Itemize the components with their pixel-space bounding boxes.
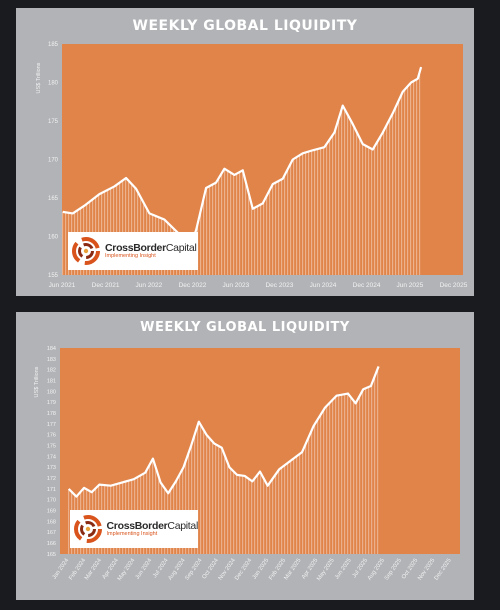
- logo-name-bold: CrossBorder: [106, 519, 168, 532]
- y-tick-label: 180: [47, 389, 56, 395]
- x-tick-label: Jun 2025: [334, 558, 353, 581]
- liquidity-chart-bottom: 165 166 167 168 169 170 171 172 173 174 175 176 177 1…: [34, 346, 460, 582]
- y-tick-label: 165: [48, 196, 59, 202]
- y-tick-label: 184: [47, 346, 56, 352]
- y-tick-label: 179: [47, 400, 56, 406]
- x-tick-label: Jun 2021: [49, 282, 76, 289]
- y-tick-label: 173: [47, 465, 56, 471]
- x-tick-label: Jun 2025: [397, 282, 424, 289]
- liquidity-series-line: [67, 366, 380, 498]
- x-tick-label: Sep 2025: [384, 558, 403, 582]
- x-tick-label: Dec 2021: [92, 282, 120, 289]
- y-axis-title: US$ Trillions: [34, 366, 40, 397]
- y-tick-label: 177: [47, 422, 56, 428]
- y-tick-label: 178: [47, 411, 56, 417]
- x-tick-label: Dec 2022: [179, 282, 207, 289]
- logo-name-thin: Capital: [167, 519, 198, 532]
- x-tick-label: Dec 2023: [265, 282, 293, 289]
- crossborder-logo-bottom: CrossBorderCapital Implementing Insight: [70, 510, 198, 548]
- y-tick-label: 160: [48, 235, 59, 241]
- y-tick-label: 185: [48, 42, 59, 48]
- chart-title-top: WEEKLY GLOBAL LIQUIDITY: [132, 18, 358, 34]
- chart-panel-top: WEEKLY GLOBAL LIQUIDITY 155 160 165 170 175 1…: [16, 8, 474, 296]
- x-tick-label: Jun 2024: [135, 557, 154, 581]
- logo-tagline: Implementing Insight: [106, 531, 158, 537]
- y-tick-label: 181: [47, 378, 56, 384]
- x-tick-label: Dec 2025: [440, 282, 468, 289]
- y-tick-label: 170: [48, 158, 59, 164]
- crossborder-logo-top: CrossBorderCapital Implementing Insight: [68, 232, 198, 270]
- y-tick-label: 170: [47, 498, 56, 504]
- y-tick-label: 171: [47, 487, 56, 493]
- y-tick-label: 183: [47, 357, 56, 363]
- logo-name-bold: CrossBorder: [105, 241, 166, 254]
- x-tick-label: Jun 2024: [310, 282, 337, 289]
- x-tick-label: Jun 2023: [222, 282, 249, 289]
- x-tick-label: Dec 2024: [353, 282, 381, 289]
- y-tick-label: 176: [47, 433, 56, 439]
- y-tick-label: 169: [47, 509, 56, 515]
- y-tick-label: 155: [48, 273, 59, 279]
- crossborder-logo-mark-icon: [71, 236, 101, 266]
- chart-panel-bottom: WEEKLY GLOBAL LIQUIDITY 165 166 167 168 169 1…: [16, 312, 474, 600]
- logo-name-thin: Capital: [165, 241, 197, 254]
- y-tick-label: 175: [48, 119, 59, 125]
- y-tick-label: 175: [47, 444, 56, 450]
- y-tick-label: 167: [47, 530, 56, 536]
- chart-title-bottom: WEEKLY GLOBAL LIQUIDITY: [140, 320, 350, 335]
- y-tick-label: 165: [47, 552, 56, 558]
- crossborder-logo-mark-icon: [73, 514, 103, 544]
- logo-tagline: Implementing Insight: [105, 253, 156, 259]
- y-tick-label: 166: [47, 541, 56, 547]
- y-tick-label: 180: [48, 81, 59, 87]
- y-tick-label: 172: [47, 476, 56, 482]
- y-tick-label: 182: [47, 368, 56, 374]
- y-tick-label: 174: [47, 454, 56, 460]
- x-tick-label: Jul 2024: [152, 557, 170, 579]
- x-tick-label: Jul 2025: [352, 558, 369, 579]
- y-axis-title: US$ Trillions: [36, 62, 42, 93]
- x-tick-label: Mar 2024: [84, 557, 103, 581]
- x-tick-label: Dec 2025: [434, 558, 453, 582]
- liquidity-series-line: [62, 66, 423, 257]
- y-tick-label: 168: [47, 519, 56, 525]
- x-tick-label: May 2024: [117, 557, 137, 582]
- x-tick-label: Jun 2022: [136, 282, 163, 289]
- x-tick-label: Oct 2025: [401, 558, 419, 581]
